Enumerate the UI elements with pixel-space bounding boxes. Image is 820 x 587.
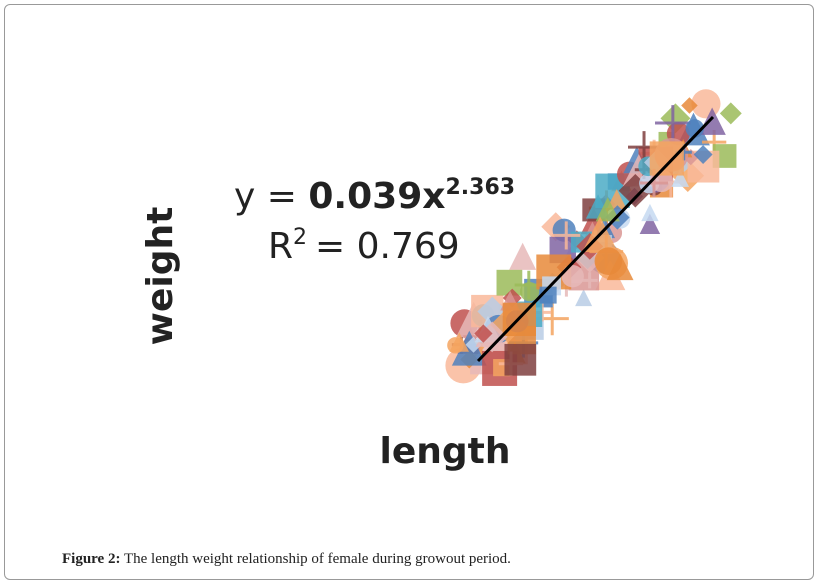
trend-line [476, 115, 715, 363]
equation: y = 0.039x2.363 [234, 175, 515, 217]
scatter-marker [607, 189, 627, 209]
scatter-marker [496, 269, 523, 296]
scatter-marker [477, 296, 508, 327]
scatter-marker [552, 221, 581, 250]
scatter-marker [504, 343, 537, 376]
r-value: = 0.769 [315, 226, 460, 267]
scatter-marker [671, 169, 690, 187]
scatter-marker [595, 197, 620, 222]
y-axis-label: weight [140, 207, 181, 346]
scatter-marker [639, 213, 661, 235]
r-exponent: 2 [293, 225, 307, 250]
scatter-marker [698, 107, 726, 135]
scatter-marker [519, 282, 540, 302]
scatter-marker [660, 103, 691, 134]
caption-label: Figure 2: [62, 551, 121, 567]
equation-prefix: y = [234, 176, 297, 217]
scatter-marker [719, 102, 742, 125]
scatter-marker [681, 97, 698, 114]
scatter-marker [474, 324, 493, 343]
caption-text: The length weight relationship of female… [123, 551, 511, 567]
figure-frame [4, 4, 814, 580]
scatter-marker [655, 105, 691, 141]
x-axis-label: length [380, 431, 511, 472]
scatter-marker [449, 332, 470, 352]
scatter-marker [575, 289, 593, 307]
r-symbol: R [268, 226, 293, 267]
scatter-marker [594, 247, 623, 275]
equation-exponent: 2.363 [445, 175, 515, 200]
scatter-marker [509, 242, 537, 270]
equation-coefficient: 0.039x [308, 176, 445, 217]
r-squared: R2 = 0.769 [268, 225, 460, 267]
caption: Figure 2: The length weight relationship… [62, 551, 511, 568]
scatter-marker [561, 264, 584, 288]
scatter-marker [649, 141, 684, 176]
scatter-marker [693, 145, 713, 165]
scatter-marker [641, 203, 659, 222]
scatter-marker [581, 272, 598, 289]
